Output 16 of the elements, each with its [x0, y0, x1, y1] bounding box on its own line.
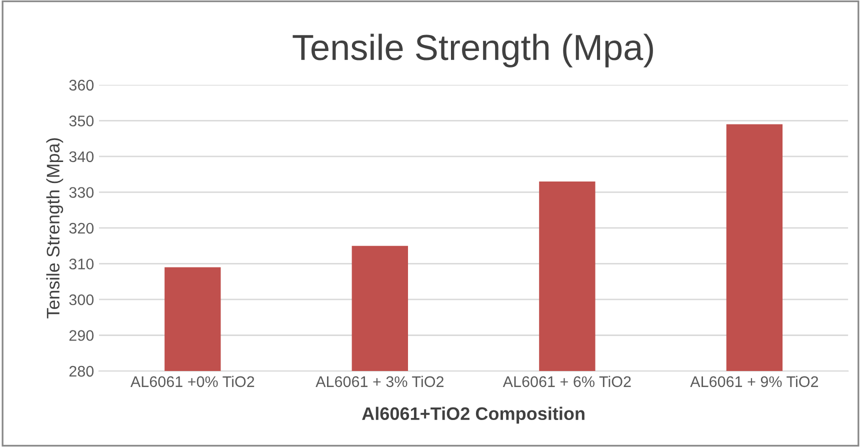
y-axis-title: Tensile Strength (Mpa) [46, 138, 64, 318]
y-tick-label: 320 [69, 222, 94, 234]
y-tick-label: 340 [69, 151, 94, 162]
chart-title: Tensile Strength (Mpa) [292, 34, 653, 68]
x-tick-label: AL6061 + 9% TiO2 [690, 376, 818, 388]
y-tick-label: 310 [69, 258, 94, 270]
y-tick-label: 300 [69, 294, 94, 306]
y-tick-label: 290 [69, 330, 94, 341]
x-tick-label: AL6061 + 3% TiO2 [316, 376, 444, 388]
y-tick-label: 330 [69, 187, 94, 198]
y-tick-label: 350 [69, 116, 94, 126]
y-tick-label: 360 [69, 80, 94, 91]
x-axis-title: Al6061+TiO2 Composition [362, 406, 584, 424]
y-tick-label: 280 [69, 366, 94, 377]
x-tick-label: AL6061 +0% TiO2 [130, 376, 254, 388]
x-tick-label: AL6061 + 6% TiO2 [502, 376, 631, 388]
